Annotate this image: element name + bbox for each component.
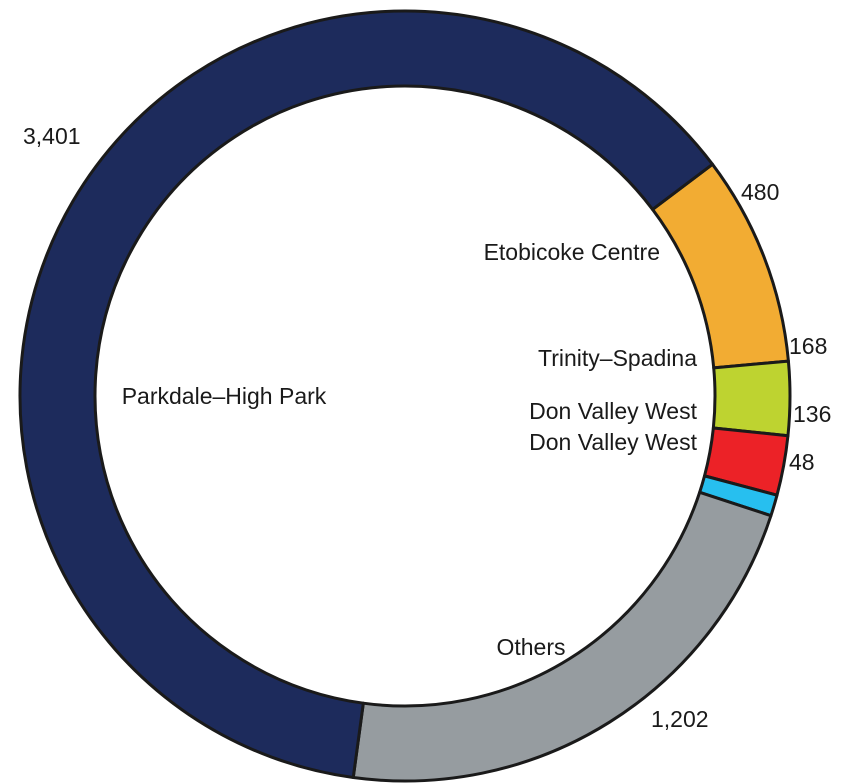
label-parkdale-high-park: Parkdale–High Park [122, 383, 327, 409]
value-parkdale-high-park: 3,401 [23, 123, 81, 149]
label-others: Others [496, 634, 565, 660]
value-don-valley-west-2: 48 [789, 449, 815, 475]
donut-slice-1 [711, 359, 792, 438]
value-don-valley-west-1: 136 [793, 401, 831, 427]
label-etobicoke-centre: Etobicoke Centre [484, 239, 660, 265]
value-etobicoke-centre: 480 [741, 179, 779, 205]
value-trinity-spadina: 168 [789, 333, 827, 359]
value-others: 1,202 [651, 706, 709, 732]
label-trinity-spadina: Trinity–Spadina [538, 345, 697, 371]
label-don-valley-west-2: Don Valley West [529, 429, 697, 455]
label-don-valley-west-1: Don Valley West [529, 398, 697, 424]
slice-value-labels: 480 168 136 48 1,202 3,401 [23, 123, 831, 732]
donut-slice-5 [18, 9, 714, 779]
donut-slices [18, 9, 792, 783]
slice-name-labels: Etobicoke Centre Trinity–Spadina Don Val… [122, 239, 698, 660]
